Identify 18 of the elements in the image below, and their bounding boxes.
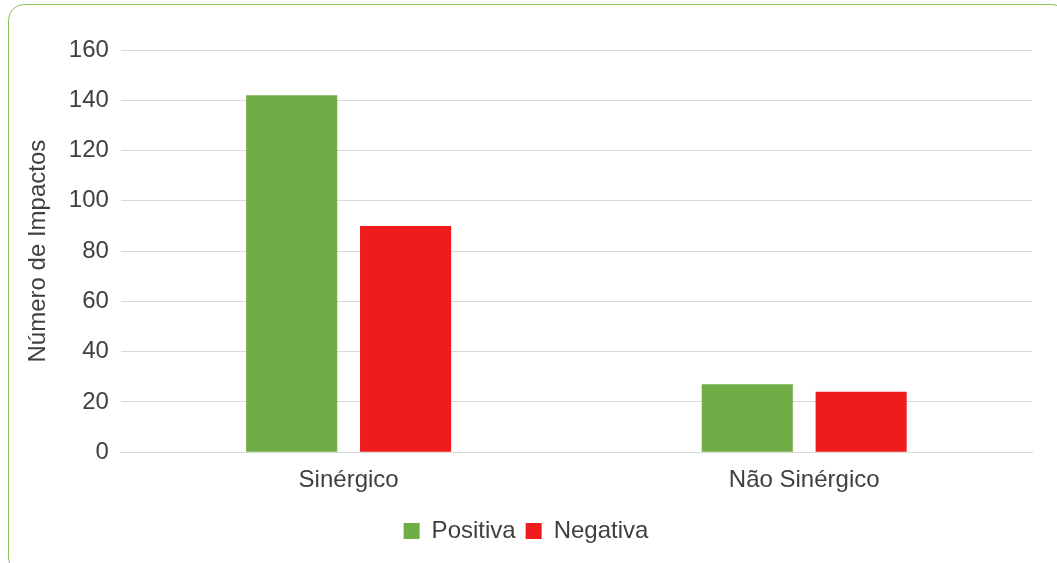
legend-label: Negativa bbox=[553, 515, 650, 543]
y-tick-label: 20 bbox=[82, 386, 109, 414]
bar bbox=[701, 384, 793, 452]
bar bbox=[246, 95, 338, 452]
legend-label: Positiva bbox=[431, 515, 517, 543]
y-axis-title: Número de Impactos bbox=[23, 139, 51, 363]
x-tick-label: Não Sinérgico bbox=[728, 465, 880, 493]
y-tick-label: 0 bbox=[95, 436, 109, 464]
y-tick-label: 120 bbox=[68, 135, 109, 163]
x-tick-label: Sinérgico bbox=[298, 465, 399, 493]
bar bbox=[360, 225, 452, 452]
y-tick-label: 60 bbox=[82, 286, 109, 313]
y-tick-label: 140 bbox=[68, 84, 109, 112]
y-tick-label: 80 bbox=[82, 235, 109, 263]
y-tick-label: 100 bbox=[68, 185, 109, 213]
y-tick-label: 40 bbox=[82, 336, 109, 364]
bar bbox=[815, 391, 907, 452]
y-tick-label: 160 bbox=[68, 34, 109, 62]
